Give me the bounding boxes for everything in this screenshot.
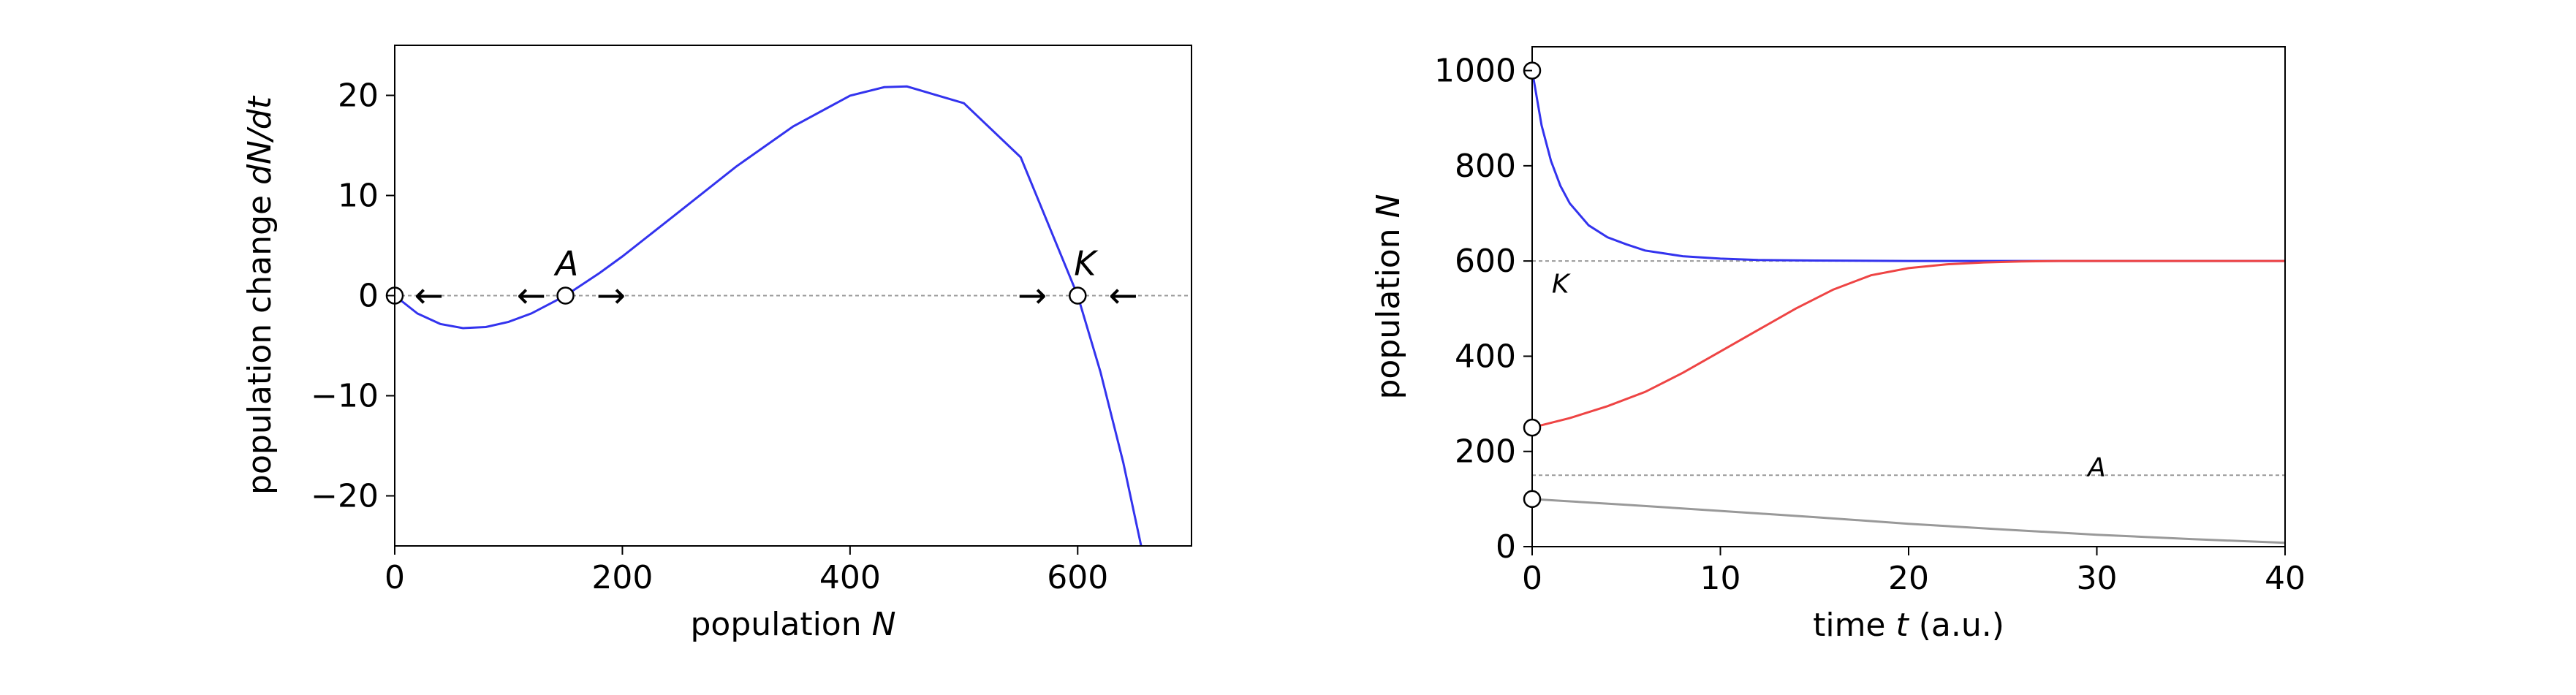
right-x-tick-label: 40 <box>2265 560 2306 597</box>
right-x-ticks: 0 10 20 30 40 <box>1522 547 2306 597</box>
left-x-axis-label-prefix: population <box>690 606 871 643</box>
left-y-tick-label: 10 <box>338 178 379 215</box>
right-y-axis-label: population N <box>1370 194 1407 399</box>
left-y-axis-label: population change dN/dt <box>241 95 279 495</box>
right-initial-point <box>1523 490 1542 509</box>
left-equilibrium-point <box>1069 286 1087 305</box>
left-x-tick-label: 200 <box>591 559 653 596</box>
left-y-ticks: −20 −10 0 10 20 <box>311 77 395 515</box>
left-x-tick-label: 400 <box>819 559 881 596</box>
left-equilibrium-point <box>556 286 575 305</box>
left-y-tick-label: −20 <box>311 478 379 515</box>
left-series-curve <box>395 85 1143 546</box>
right-x-axis-label-var: t <box>1896 607 1910 644</box>
left-flow-arrow: → <box>596 276 626 316</box>
left-y-tick-label: 0 <box>358 278 379 315</box>
left-flow-arrow: → <box>1018 276 1047 316</box>
panel-right-chart: K A 0 10 20 30 40 0 200 400 600 800 1000 time t (… <box>1370 46 2306 644</box>
right-reference-label-a: A <box>2086 452 2106 482</box>
left-flow-arrow: ← <box>517 276 546 316</box>
left-x-axis-label-var: N <box>872 606 896 643</box>
right-series-blue <box>1531 70 2285 262</box>
right-series-gray <box>1531 498 2286 544</box>
left-y-axis-label-prefix: population change <box>241 185 279 495</box>
right-y-tick-label: 800 <box>1455 148 1516 185</box>
left-equilibrium-label-k: K <box>1074 244 1099 284</box>
right-x-tick-label: 10 <box>1700 560 1741 597</box>
right-y-tick-label: 600 <box>1455 243 1516 280</box>
left-x-tick-label: 600 <box>1047 559 1108 596</box>
left-equilibrium-label-a: A <box>553 244 578 284</box>
left-flow-arrow: ← <box>414 276 444 316</box>
right-series-red <box>1531 259 2285 429</box>
right-x-axis-label: time t (a.u.) <box>1813 607 2004 644</box>
left-flow-arrows: ← ← → → ← <box>414 276 1138 316</box>
right-x-tick-label: 30 <box>2077 560 2118 597</box>
left-y-axis-label-var: dN/dt <box>241 95 279 185</box>
left-x-tick-label: 0 <box>384 559 405 596</box>
right-y-ticks: 0 200 400 600 800 1000 <box>1434 53 1532 566</box>
right-y-tick-label: 0 <box>1496 528 1516 566</box>
right-initial-point <box>1523 418 1542 437</box>
right-y-tick-label: 200 <box>1455 433 1516 471</box>
right-initial-points <box>1523 61 1542 509</box>
left-x-axis-label: population N <box>690 606 895 643</box>
right-y-tick-label: 400 <box>1455 338 1516 375</box>
right-x-axis-label-prefix: time <box>1813 607 1895 644</box>
right-y-tick-label: 1000 <box>1434 53 1516 90</box>
left-flow-arrow: ← <box>1108 276 1137 316</box>
left-x-ticks: 0 200 400 600 <box>384 546 1108 596</box>
right-x-tick-label: 0 <box>1522 560 1542 597</box>
left-y-tick-label: −10 <box>311 378 379 415</box>
right-x-axis-label-suffix: (a.u.) <box>1909 607 2004 644</box>
right-reference-label-k: K <box>1552 269 1571 299</box>
right-y-axis-label-prefix: population <box>1370 218 1407 399</box>
panel-left-chart: ← ← → → ← A K 0 200 400 600 −20 −10 0 10 20 populat… <box>241 45 1192 643</box>
right-x-tick-label: 20 <box>1888 560 1929 597</box>
left-y-tick-label: 20 <box>338 77 379 115</box>
right-plot-frame <box>1531 46 2286 547</box>
right-y-axis-label-var: N <box>1370 194 1407 218</box>
